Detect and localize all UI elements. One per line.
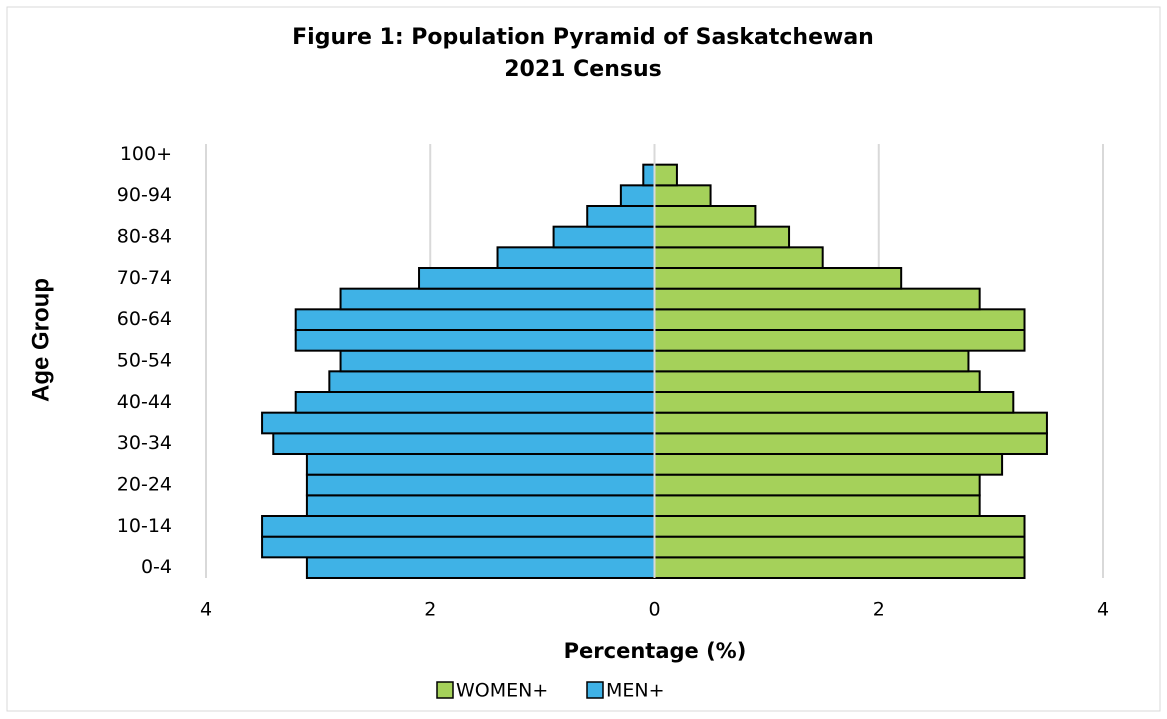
bar [653, 453, 1004, 476]
y-axis-title: Age Group [27, 278, 54, 402]
legend-label: WOMEN+ [456, 680, 548, 702]
bar [653, 329, 1026, 352]
bar [305, 494, 656, 518]
bar [586, 205, 656, 228]
bar [294, 329, 656, 352]
bar [653, 349, 970, 373]
y-tick-label: 100+ [120, 143, 172, 165]
bar [653, 184, 712, 207]
y-tick-label: 80-84 [117, 226, 172, 248]
bar [653, 287, 981, 311]
bar [339, 349, 656, 373]
y-tick-label: 30-34 [117, 432, 172, 454]
bar [653, 246, 824, 269]
bar [261, 535, 656, 559]
x-tick-label: 2 [873, 599, 885, 621]
bar [272, 432, 656, 456]
bar [653, 494, 981, 518]
x-tick-label: 0 [648, 599, 660, 621]
bar [653, 535, 1026, 559]
bar [552, 225, 656, 249]
y-tick-label: 10-14 [117, 515, 172, 537]
y-tick-label: 20-24 [117, 474, 172, 496]
bar [653, 225, 791, 249]
bar [653, 267, 903, 290]
bar [305, 453, 656, 476]
bar [653, 370, 981, 394]
y-tick-label: 60-64 [117, 308, 172, 330]
bar [328, 370, 656, 394]
x-tick-label: 2 [424, 599, 436, 621]
y-tick-label: 0-4 [141, 556, 172, 578]
y-tick-label: 70-74 [117, 267, 172, 289]
bar [653, 432, 1048, 456]
bar [653, 411, 1048, 435]
bar [261, 411, 656, 435]
x-tick-label: 4 [200, 599, 212, 621]
bar [642, 163, 656, 187]
bar [418, 267, 656, 290]
bar [653, 515, 1026, 538]
bar [619, 184, 656, 207]
bar [653, 556, 1026, 579]
bar [653, 163, 678, 187]
chart-title: Figure 1: Population Pyramid of Saskatch… [292, 25, 874, 50]
legend-label: MEN+ [606, 680, 665, 702]
x-tick-label: 4 [1097, 599, 1109, 621]
x-axis-title: Percentage (%) [564, 639, 747, 663]
bar [294, 391, 656, 414]
bar [496, 246, 656, 269]
legend-swatch [586, 681, 604, 699]
bar [261, 515, 656, 538]
y-tick-label: 90-94 [117, 184, 172, 206]
bar [653, 391, 1015, 414]
bar [294, 308, 656, 332]
bar [653, 205, 757, 228]
y-tick-label: 40-44 [117, 391, 172, 413]
bar [305, 473, 656, 497]
chart-subtitle: 2021 Census [504, 57, 661, 82]
y-tick-label: 50-54 [117, 350, 172, 372]
bar [653, 308, 1026, 332]
bar [339, 287, 656, 311]
bar [653, 473, 981, 497]
bar [305, 556, 656, 579]
legend-swatch [436, 681, 454, 699]
